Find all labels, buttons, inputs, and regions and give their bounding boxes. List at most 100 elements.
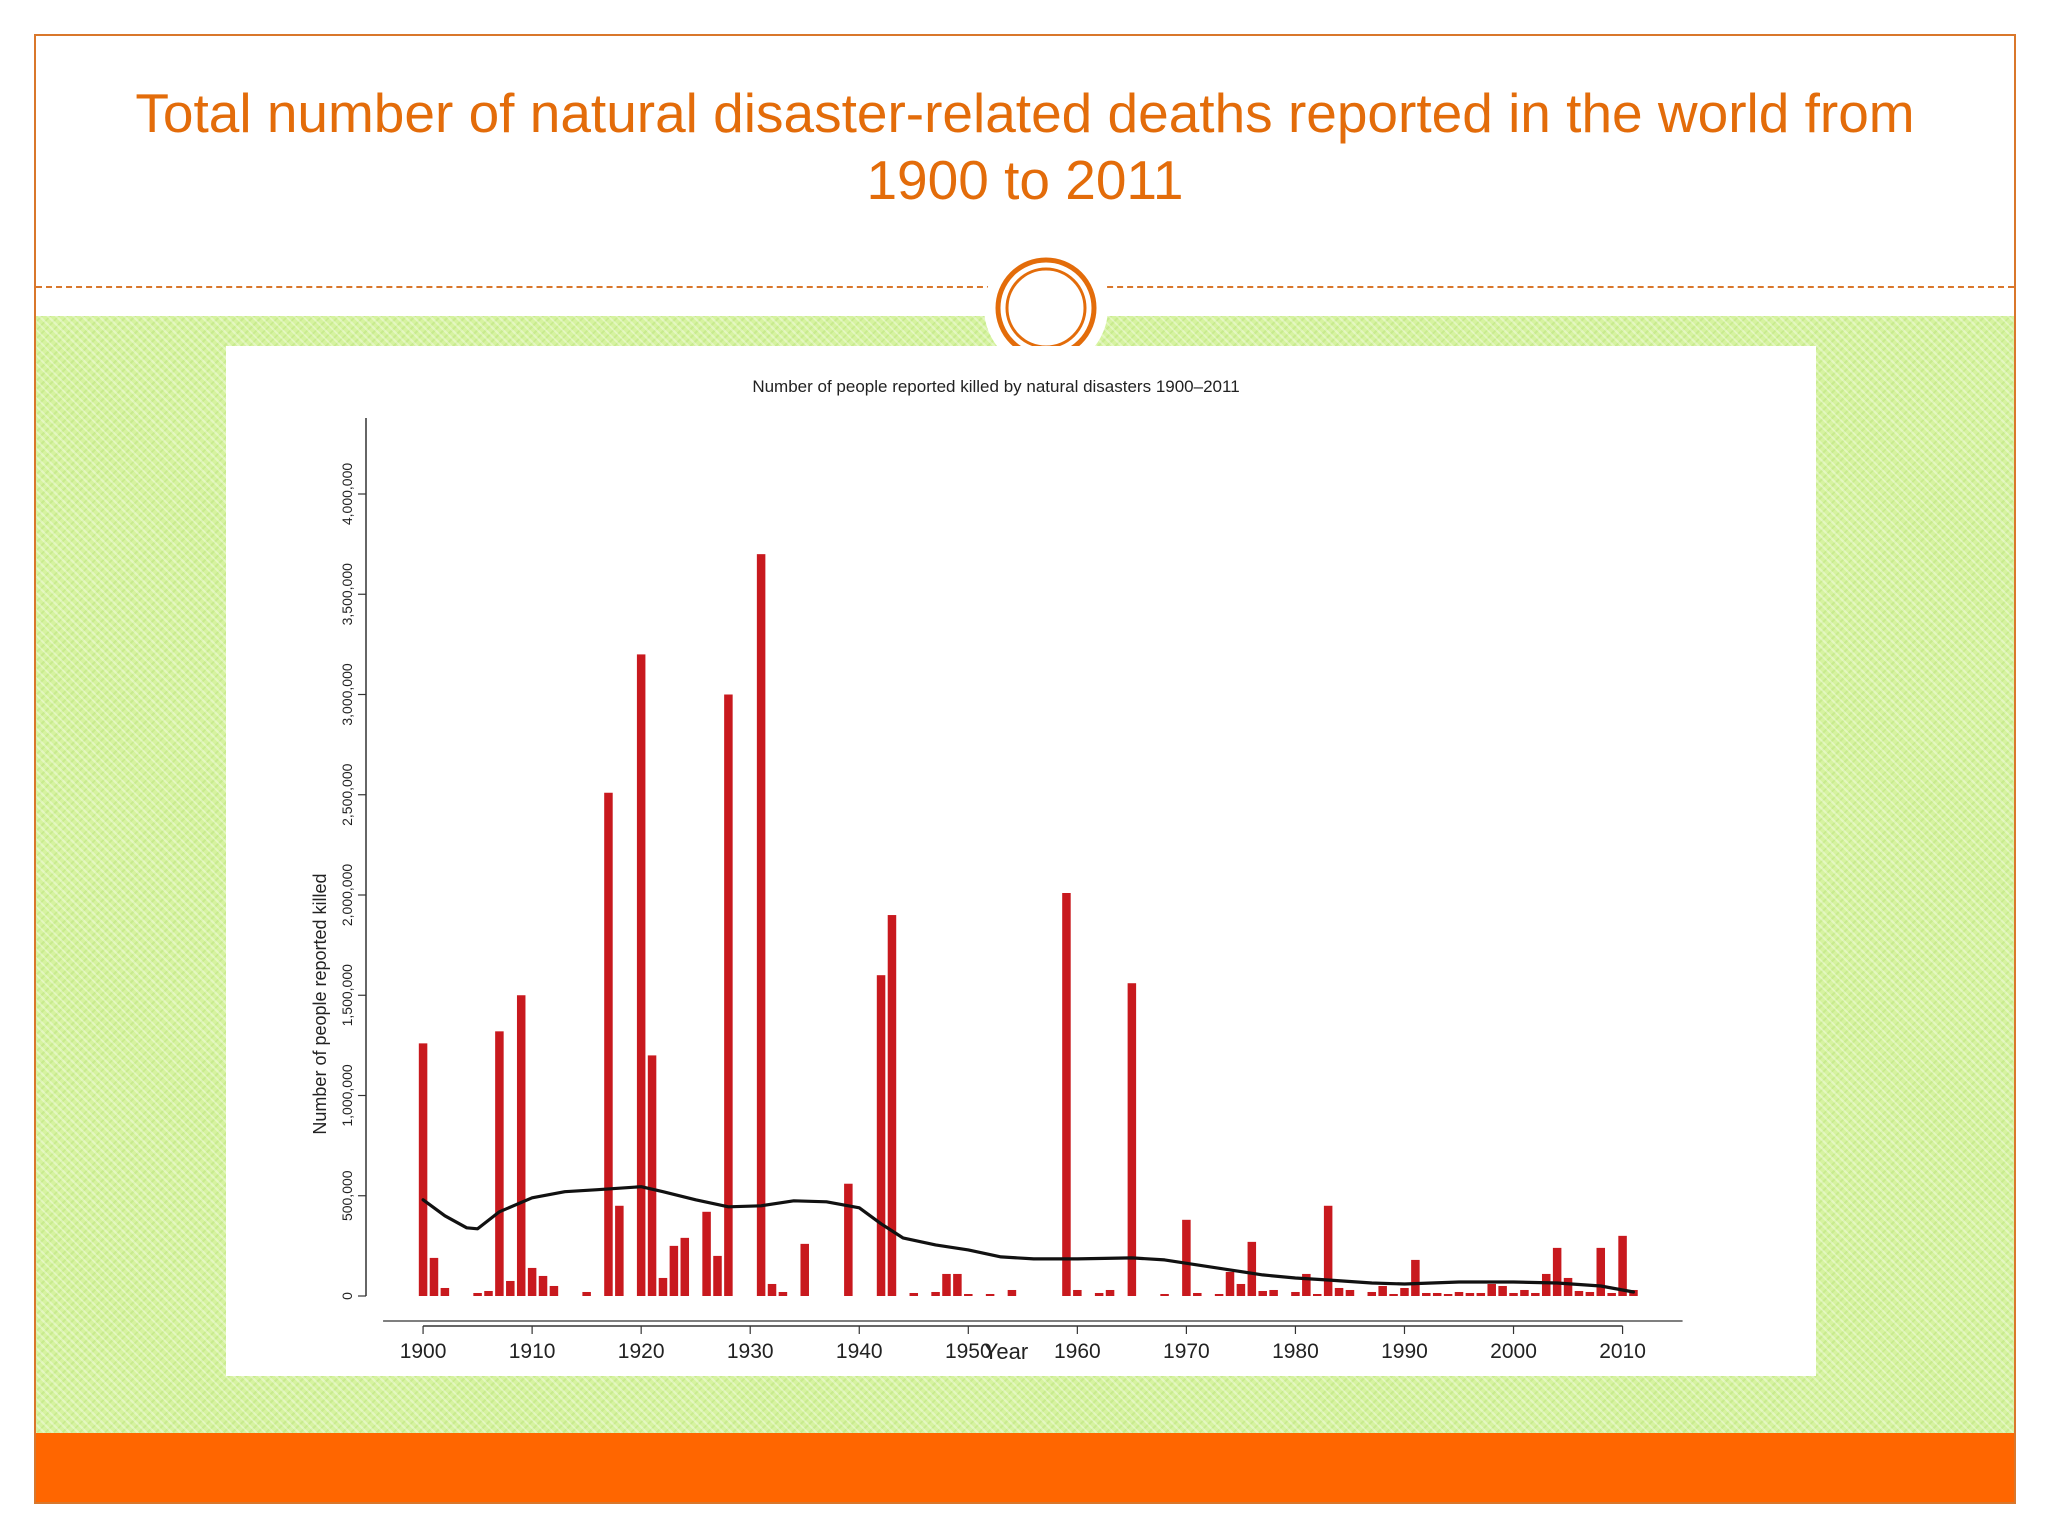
x-tick-label: 1910 bbox=[509, 1340, 556, 1363]
x-tick-label: 2010 bbox=[1599, 1340, 1646, 1363]
footer-bar bbox=[36, 1433, 2014, 1502]
y-tick-label: 3,500,000 bbox=[339, 563, 355, 625]
bar bbox=[887, 915, 897, 1296]
x-tick-label: 1980 bbox=[1272, 1340, 1319, 1363]
bar bbox=[1411, 1259, 1420, 1296]
bar bbox=[1127, 983, 1137, 1296]
bar bbox=[1563, 1277, 1573, 1296]
chart-title: Number of people reported killed by natu… bbox=[752, 377, 1239, 396]
bars bbox=[418, 554, 1638, 1296]
bar bbox=[647, 1055, 657, 1296]
y-tick-label: 2,500,000 bbox=[339, 763, 355, 825]
x-tick-label: 1900 bbox=[400, 1340, 447, 1363]
trend-line-layer bbox=[421, 1185, 1636, 1294]
bar bbox=[713, 1255, 722, 1296]
bar bbox=[1182, 1219, 1191, 1296]
bar bbox=[1476, 1292, 1486, 1296]
bar bbox=[1465, 1292, 1475, 1296]
x-tick-label: 1960 bbox=[1054, 1340, 1101, 1363]
bar bbox=[538, 1275, 548, 1296]
bar bbox=[1487, 1283, 1496, 1296]
bar bbox=[1007, 1289, 1017, 1296]
bar bbox=[702, 1211, 711, 1296]
bar bbox=[1509, 1292, 1518, 1296]
x-tick-label: 1920 bbox=[618, 1340, 665, 1363]
bar bbox=[1105, 1289, 1115, 1296]
y-tick-label: 3,000,000 bbox=[339, 663, 355, 725]
bar bbox=[1247, 1241, 1257, 1296]
bar bbox=[680, 1237, 690, 1296]
bar bbox=[1312, 1293, 1322, 1296]
bar bbox=[964, 1293, 973, 1296]
bar bbox=[1269, 1289, 1278, 1296]
bar bbox=[1225, 1271, 1235, 1296]
bar bbox=[1618, 1235, 1627, 1296]
bar bbox=[484, 1290, 493, 1296]
bar bbox=[1214, 1293, 1224, 1296]
bar bbox=[527, 1267, 537, 1296]
bar bbox=[1574, 1290, 1584, 1296]
bar bbox=[1345, 1289, 1355, 1296]
bar bbox=[942, 1273, 951, 1296]
bar bbox=[1291, 1291, 1300, 1296]
bar bbox=[658, 1277, 668, 1296]
bar bbox=[473, 1292, 482, 1296]
bar bbox=[844, 1183, 853, 1296]
y-tick-label: 1,000,000 bbox=[339, 1064, 355, 1126]
bar bbox=[1323, 1205, 1333, 1296]
bar bbox=[778, 1291, 788, 1296]
bar bbox=[1432, 1292, 1442, 1296]
y-tick-label: 4,000,000 bbox=[339, 463, 355, 525]
bar bbox=[1236, 1283, 1246, 1296]
bar bbox=[1520, 1289, 1529, 1296]
x-tick-label: 1940 bbox=[836, 1340, 883, 1363]
bar bbox=[767, 1283, 777, 1296]
bar bbox=[669, 1245, 679, 1296]
bar bbox=[876, 975, 886, 1296]
bar bbox=[429, 1257, 439, 1296]
bar bbox=[909, 1292, 919, 1296]
bar bbox=[756, 554, 766, 1296]
bar bbox=[1552, 1247, 1562, 1296]
slide-title: Total number of natural disaster-related… bbox=[135, 82, 1915, 211]
bar bbox=[495, 1031, 504, 1296]
bar bbox=[1094, 1292, 1104, 1296]
y-tick-label: 2,000,000 bbox=[339, 864, 355, 926]
y-tick-label: 0 bbox=[339, 1292, 355, 1300]
bar bbox=[985, 1293, 995, 1296]
chart-panel: Number of people reported killed by natu… bbox=[226, 346, 1816, 1376]
x-axis-label: Year bbox=[984, 1339, 1028, 1364]
bar bbox=[1302, 1273, 1311, 1296]
bar bbox=[1378, 1285, 1387, 1296]
bar bbox=[800, 1243, 809, 1296]
bar bbox=[1596, 1247, 1606, 1296]
bar bbox=[615, 1205, 624, 1296]
bar bbox=[724, 694, 733, 1296]
bar bbox=[1531, 1292, 1540, 1296]
bar bbox=[1073, 1289, 1082, 1296]
bar bbox=[1389, 1293, 1398, 1296]
bar bbox=[440, 1287, 450, 1296]
bar bbox=[1585, 1291, 1595, 1296]
bar bbox=[1400, 1287, 1409, 1296]
bar bbox=[1367, 1291, 1377, 1296]
bar bbox=[1160, 1293, 1169, 1296]
bar bbox=[1454, 1291, 1464, 1296]
x-tick-label: 1930 bbox=[727, 1340, 774, 1363]
axes: 0 500,000 1,000,000 1,500,000 2,000,000 2,500… bbox=[339, 418, 1683, 1363]
bar bbox=[549, 1285, 559, 1296]
bar bbox=[506, 1280, 515, 1296]
bar bbox=[1422, 1292, 1431, 1296]
bar bbox=[1498, 1285, 1507, 1296]
title-area: Total number of natural disaster-related… bbox=[36, 36, 2014, 286]
slide-frame: Total number of natural disaster-related… bbox=[34, 34, 2016, 1504]
bar bbox=[931, 1291, 940, 1296]
bar bbox=[418, 1043, 428, 1296]
x-tick-label: 1990 bbox=[1381, 1340, 1428, 1363]
chart-svg: Number of people reported killed by natu… bbox=[310, 377, 1683, 1364]
bar bbox=[1443, 1293, 1453, 1296]
bar bbox=[1334, 1287, 1344, 1296]
y-axis-label: Number of people reported killed bbox=[310, 873, 330, 1134]
bar bbox=[1193, 1292, 1202, 1296]
bar bbox=[1062, 892, 1071, 1296]
